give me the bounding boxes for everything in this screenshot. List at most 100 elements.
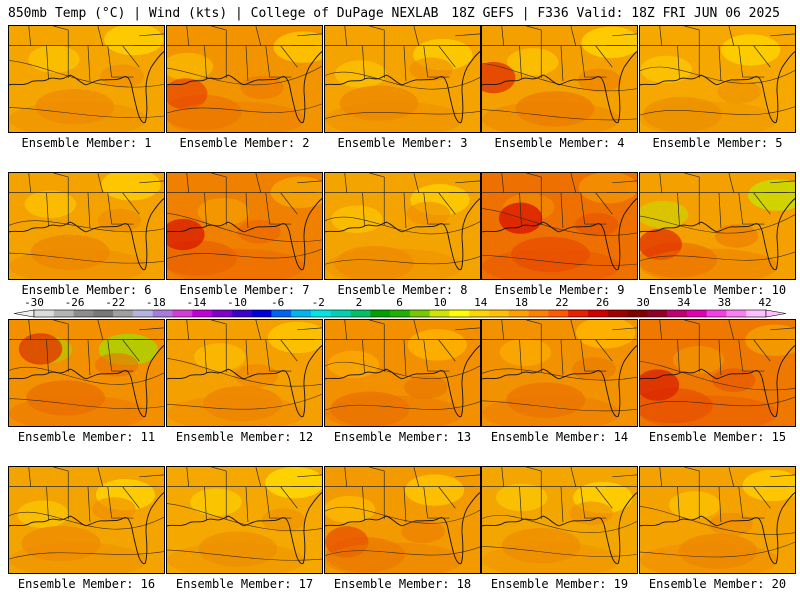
state-border — [612, 327, 637, 331]
gulf-region — [9, 395, 148, 426]
temperature-field-map — [167, 467, 322, 573]
state-border — [186, 173, 190, 193]
hottest-region — [640, 369, 680, 401]
state-border — [560, 339, 564, 375]
colorbar-segment — [370, 310, 391, 317]
state-border — [580, 192, 586, 225]
ensemble-member-label: Ensemble Member: 8 — [337, 283, 468, 297]
state-border — [526, 173, 542, 178]
colorbar-segment — [508, 310, 529, 317]
contour-line — [325, 71, 480, 90]
state-border — [280, 339, 298, 362]
state-border — [423, 45, 429, 78]
contour-line — [167, 65, 322, 86]
coastline — [9, 492, 164, 565]
cooler-region — [104, 26, 164, 56]
gulf-region — [482, 542, 621, 573]
state-border — [97, 320, 104, 340]
colorbar-tick-label: 22 — [555, 296, 569, 309]
state-border — [297, 180, 322, 184]
ensemble-map-panel — [8, 172, 165, 280]
gulf-region — [9, 101, 148, 132]
colorbar-max-arrow — [765, 309, 786, 318]
cooler-region — [267, 321, 322, 354]
warmer-region — [575, 212, 619, 237]
colorbar-tick-label: -10 — [227, 296, 247, 309]
coastline — [9, 345, 164, 418]
state-border — [211, 26, 227, 31]
state-border — [297, 474, 322, 478]
ensemble-member-label: Ensemble Member: 14 — [490, 430, 629, 444]
colorbar-segment — [152, 310, 173, 317]
state-border — [560, 486, 564, 522]
state-border — [753, 486, 771, 509]
temperature-field-map — [9, 467, 164, 573]
warmer-region — [198, 531, 278, 567]
state-border — [403, 339, 407, 375]
ensemble-member-label: Ensemble Member: 16 — [17, 577, 156, 591]
gulf-region — [9, 248, 148, 279]
state-border — [438, 339, 456, 362]
cooler-region — [578, 173, 637, 204]
warmer-region — [510, 236, 590, 273]
state-border — [526, 467, 542, 472]
contour-line — [167, 549, 322, 561]
state-border — [280, 192, 298, 215]
contour-line — [482, 254, 637, 266]
colorbar-tick-label: -2 — [311, 296, 325, 309]
gulf-region — [482, 395, 621, 426]
warmer-region — [97, 208, 142, 233]
contour-line — [325, 546, 480, 556]
colorbar-segment — [330, 310, 351, 317]
contour-line — [325, 506, 480, 524]
state-border — [738, 192, 744, 225]
state-border — [570, 26, 577, 46]
gulf-region — [167, 248, 306, 279]
contour-line — [9, 398, 164, 409]
state-border — [438, 192, 456, 215]
state-border — [718, 339, 722, 375]
cooler-region — [167, 52, 214, 81]
temperature-field-map — [325, 467, 480, 573]
cooler-region — [581, 26, 637, 59]
state-border — [659, 173, 663, 193]
ensemble-member-label: Ensemble Member: 5 — [652, 136, 783, 150]
contour-line — [325, 256, 480, 265]
temperature-field-map — [640, 320, 795, 426]
coastline — [640, 345, 795, 418]
state-border — [139, 327, 164, 331]
cooler-region — [745, 324, 795, 356]
coastline — [9, 51, 164, 124]
cooler-region — [747, 179, 795, 211]
state-border — [738, 486, 744, 519]
state-border — [186, 26, 190, 46]
state-border — [139, 474, 164, 478]
contour-line — [640, 396, 795, 407]
state-border — [245, 339, 249, 375]
ensemble-member-label: Ensemble Member: 1 — [21, 136, 152, 150]
gulf-region — [325, 395, 464, 426]
contour-line — [640, 66, 795, 84]
state-border — [255, 467, 262, 487]
warmer-region — [717, 79, 761, 104]
state-border — [362, 339, 365, 374]
colorbar-segment — [449, 310, 470, 317]
state-border — [53, 173, 69, 178]
gulf-region — [640, 101, 779, 132]
colorbar-segment — [231, 310, 252, 317]
ensemble-map-panel — [639, 25, 796, 133]
colorbar-tick-label: 18 — [514, 296, 528, 309]
state-border — [53, 467, 69, 472]
state-border — [728, 320, 735, 340]
cooler-region — [672, 346, 725, 374]
state-border — [580, 45, 586, 78]
contour-line — [167, 248, 322, 259]
colorbar-tick-label: 38 — [717, 296, 731, 309]
hottest-region — [482, 61, 516, 94]
warmer-region — [709, 512, 753, 537]
colorbar-segment — [34, 310, 55, 317]
state-border — [612, 33, 637, 37]
ensemble-map-panel — [166, 466, 323, 574]
state-border — [369, 173, 385, 178]
state-border — [677, 192, 680, 227]
